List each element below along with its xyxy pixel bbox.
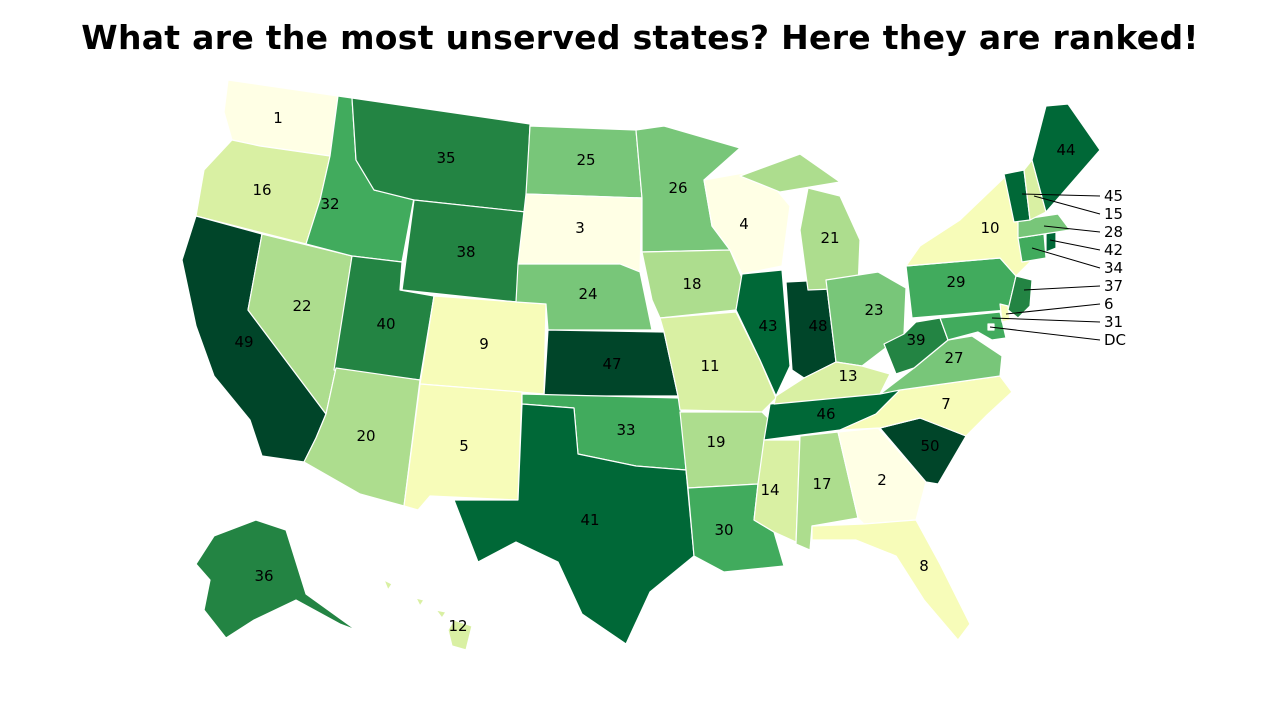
state-label-VA: 27 [944,349,963,367]
state-label-NC: 7 [941,395,951,413]
leader-DC [989,326,1101,341]
leader-VT [1021,193,1101,197]
state-label-WV: 39 [906,331,925,349]
state-label-OK: 33 [616,421,635,439]
state-label-MT: 35 [436,149,455,167]
state-label-AZ: 20 [356,427,375,445]
state-label-SD: 3 [575,219,585,237]
state-label-CA: 49 [234,333,253,351]
callout-label-CT: 34 [1104,259,1123,277]
state-NE [515,263,653,331]
callout-label-NH: 15 [1104,205,1123,223]
state-label-WY: 38 [456,243,475,261]
state-FL [811,519,971,641]
state-label-IN: 48 [808,317,827,335]
leader-NH [1033,195,1101,215]
state-label-TN: 46 [816,405,835,423]
state-label-ND: 25 [576,151,595,169]
state-DE [999,303,1011,323]
callout-label-NJ: 37 [1104,277,1123,295]
state-label-SC: 50 [920,437,939,455]
state-label-OH: 23 [864,301,883,319]
state-label-IL: 43 [758,317,777,335]
state-label-LA: 30 [714,521,733,539]
state-label-AL: 17 [812,475,831,493]
callout-label-VT: 45 [1104,187,1123,205]
callout-label-RI: 42 [1104,241,1123,259]
leader-CT [1031,247,1101,269]
state-label-ME: 44 [1056,141,1075,159]
state-label-HI: 12 [448,617,467,635]
state-label-TX: 41 [580,511,599,529]
map-title: What are the most unserved states? Here … [81,18,1199,57]
leader-MD [991,317,1101,323]
state-label-MO: 11 [700,357,719,375]
state-KY [773,361,891,405]
leader-MA [1043,225,1101,233]
state-label-ID: 32 [320,195,339,213]
state-label-MS: 14 [760,481,779,499]
state-NM [403,383,523,511]
state-label-NV: 22 [292,297,311,315]
state-label-AR: 19 [706,433,725,451]
state-AK [195,519,357,639]
state-label-WI: 4 [739,215,749,233]
state-label-MI: 21 [820,229,839,247]
state-label-NM: 5 [459,437,469,455]
state-label-WA: 1 [273,109,283,127]
callout-label-DE: 6 [1104,295,1114,313]
state-label-CO: 9 [479,335,489,353]
callout-label-MA: 28 [1104,223,1123,241]
leader-RI [1049,239,1101,251]
state-RI [1045,231,1057,253]
callout-label-MD: 31 [1104,313,1123,331]
state-label-AK: 36 [254,567,273,585]
state-ME [1031,103,1101,213]
state-label-GA: 2 [877,471,887,489]
leader-NJ [1023,285,1101,291]
state-label-MN: 26 [668,179,687,197]
state-label-IA: 18 [682,275,701,293]
leader-DE [1005,303,1101,315]
state-MD [939,311,1007,341]
state-HI [383,579,473,651]
callout-label-DC: DC [1104,331,1126,349]
state-label-PA: 29 [946,273,965,291]
state-label-KY: 13 [838,367,857,385]
state-label-NE: 24 [578,285,597,303]
state-label-OR: 16 [252,181,271,199]
state-label-NY: 10 [980,219,999,237]
state-TX [453,403,695,645]
state-label-FL: 8 [919,557,929,575]
state-label-KS: 47 [602,355,621,373]
state-label-UT: 40 [376,315,395,333]
